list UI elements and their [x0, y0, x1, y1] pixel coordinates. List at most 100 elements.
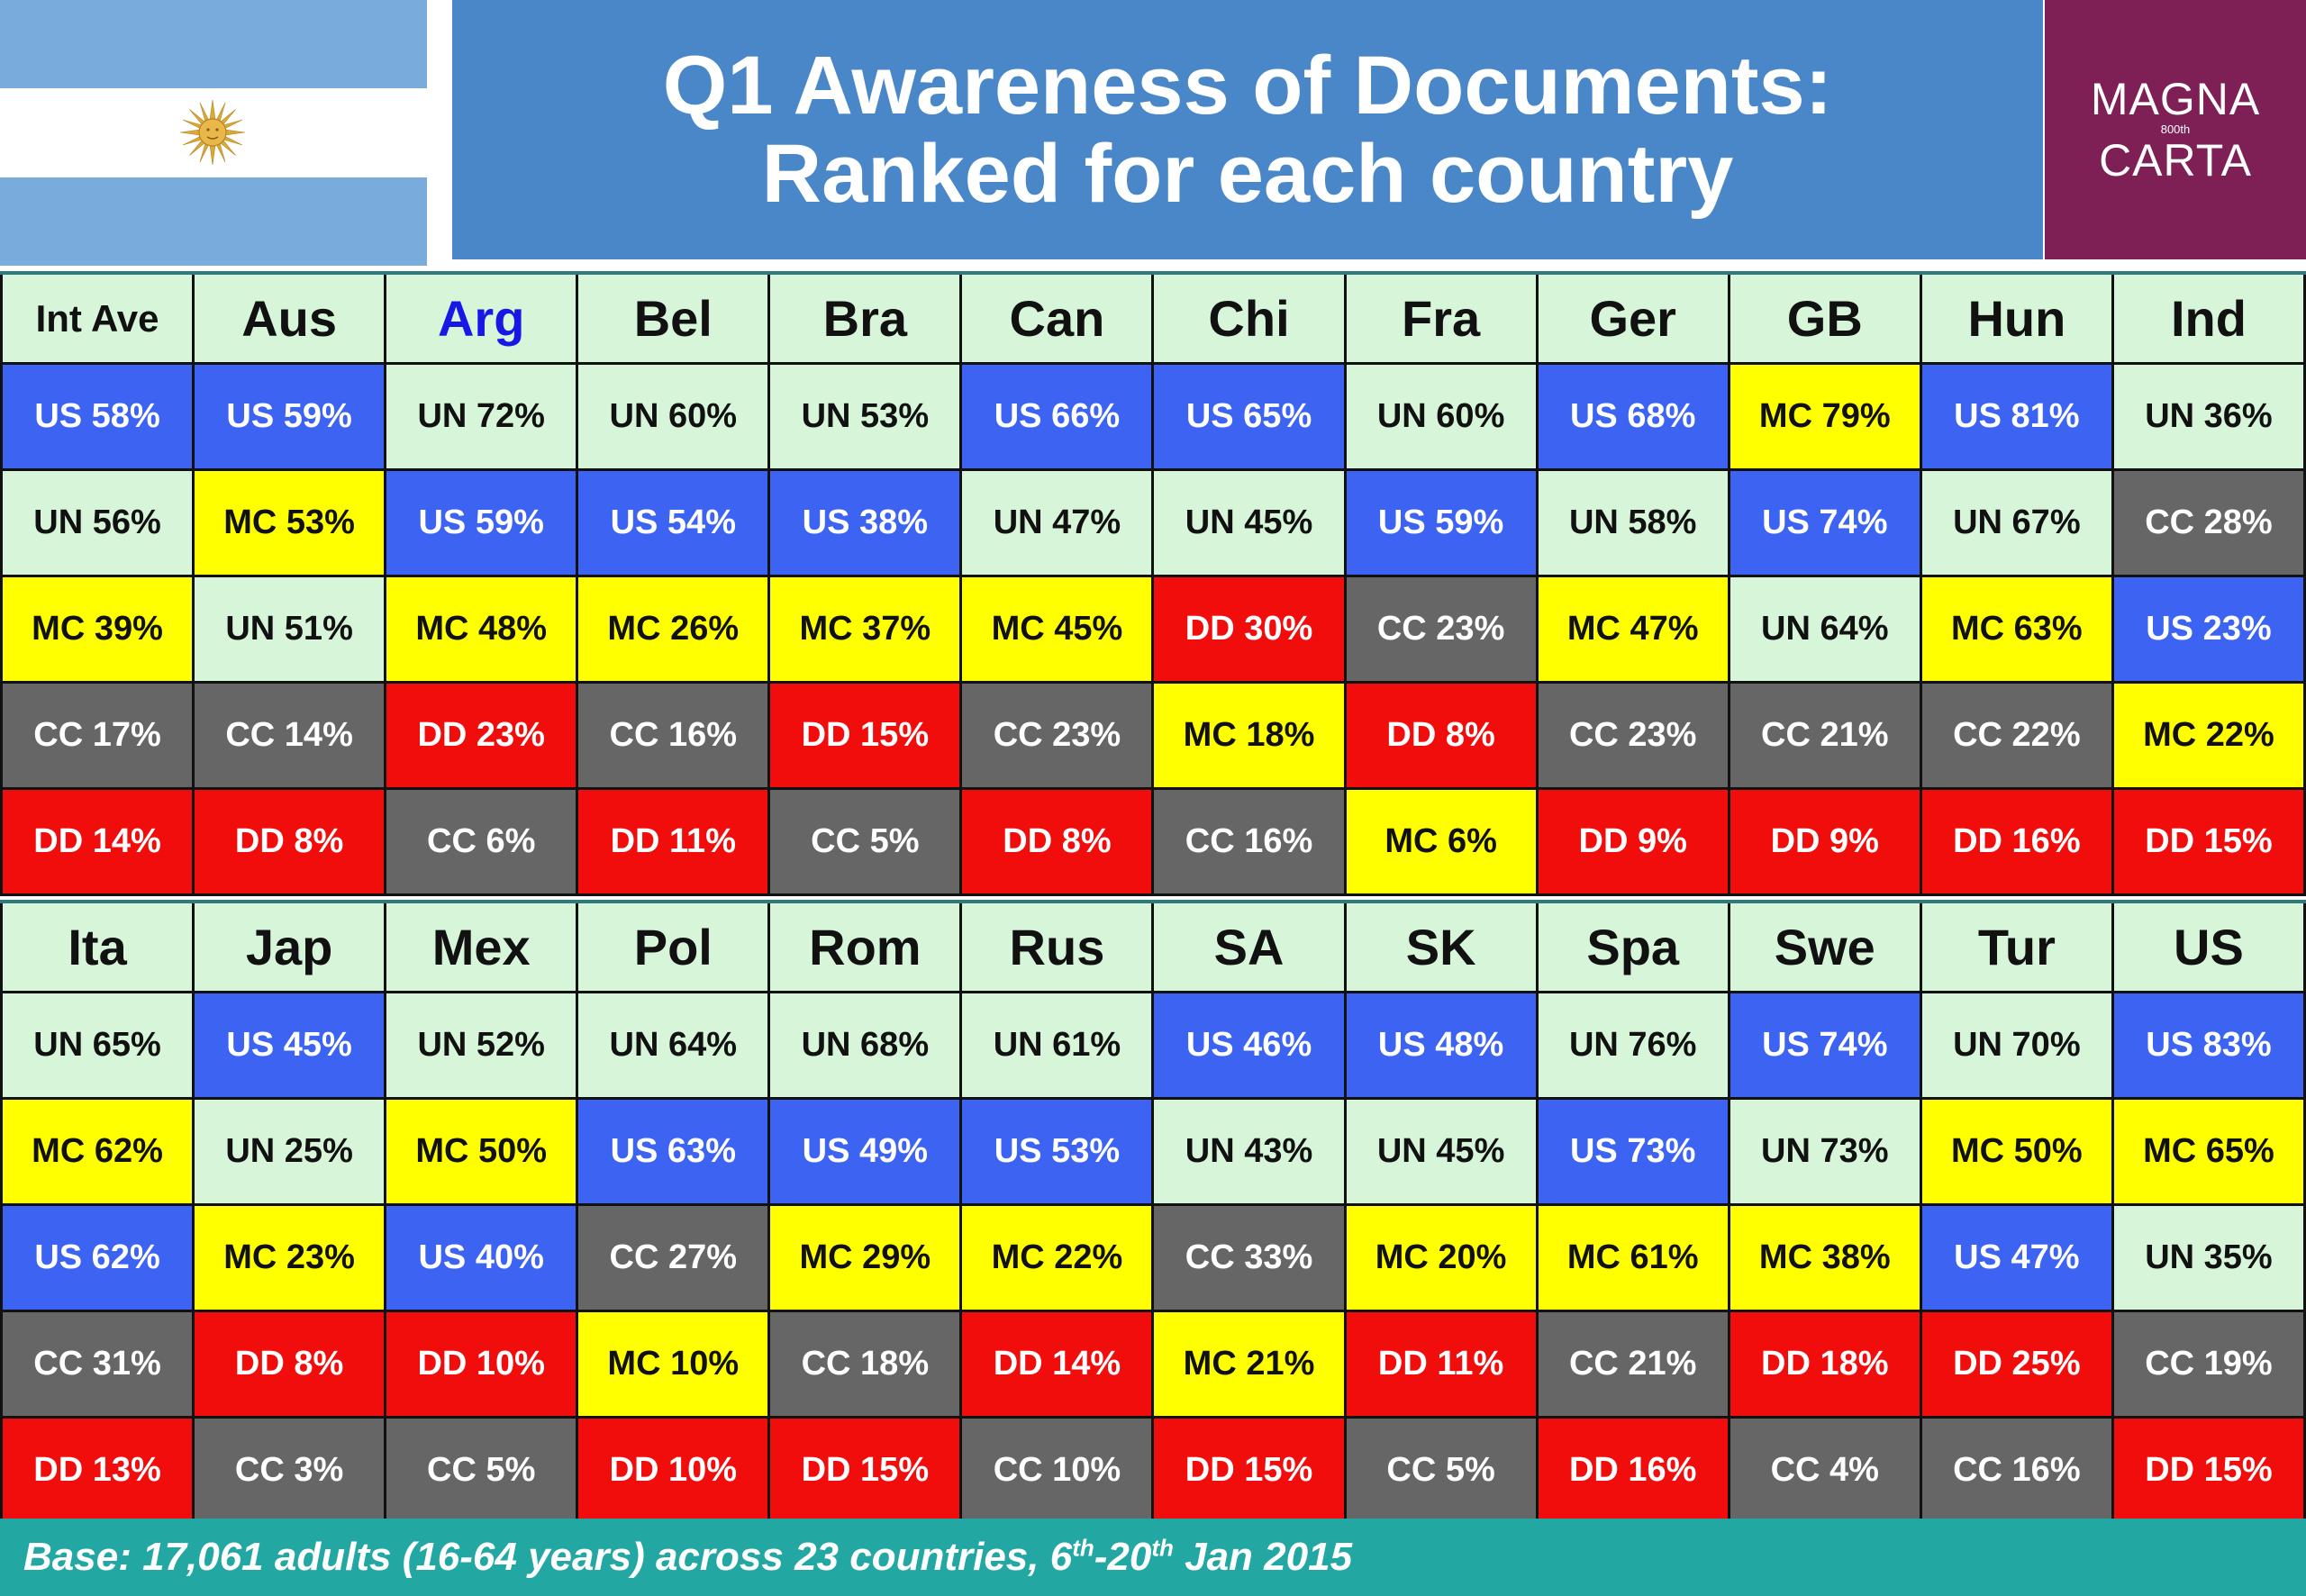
base-note: Base: 17,061 adults (16-64 years) across…: [0, 1535, 1352, 1580]
country-header: Bra: [770, 275, 960, 362]
rank-cell: DD 15%: [2113, 1419, 2303, 1522]
rank-cell: UN 60%: [1346, 365, 1536, 468]
country-header: Can: [962, 275, 1152, 362]
rank-cell: UN 64%: [1730, 577, 1920, 681]
page-title-line-1: Q1 Awareness of Documents:: [662, 40, 1833, 131]
title-banner: Q1 Awareness of Documents: Ranked for ea…: [452, 0, 2043, 259]
country-header: Rus: [962, 903, 1152, 991]
country-header: Rom: [770, 903, 960, 991]
country-header: Pol: [578, 903, 768, 991]
rank-cell: CC 33%: [1154, 1206, 1344, 1310]
rank-cell: DD 10%: [578, 1419, 768, 1522]
rank-cell: CC 31%: [3, 1312, 193, 1416]
country-header: Int Ave: [3, 275, 193, 362]
base-note-mid: -20: [1094, 1535, 1152, 1579]
rank-cell: UN 60%: [578, 365, 768, 468]
country-header: Chi: [1154, 275, 1344, 362]
rank-cell: CC 23%: [962, 684, 1152, 787]
rank-cell: DD 14%: [962, 1312, 1152, 1416]
rank-cell: CC 16%: [1921, 1419, 2111, 1522]
rank-cell: UN 51%: [195, 577, 385, 681]
rank-cell: CC 16%: [1154, 790, 1344, 893]
rank-cell: UN 64%: [578, 993, 768, 1097]
country-header: Mex: [386, 903, 576, 991]
logo-line-1: MAGNA: [2090, 74, 2261, 124]
rank-cell: DD 30%: [1154, 577, 1344, 681]
page-title-line-2: Ranked for each country: [761, 128, 1734, 220]
country-header: SK: [1346, 903, 1536, 991]
country-header: Tur: [1921, 903, 2111, 991]
rank-cell: US 58%: [3, 365, 193, 468]
rank-cell: DD 15%: [770, 1419, 960, 1522]
rank-cell: DD 11%: [1346, 1312, 1536, 1416]
magna-carta-logo: MAGNA 800th CARTA: [2045, 0, 2306, 259]
country-header: GB: [1730, 275, 1920, 362]
rank-cell: DD 10%: [386, 1312, 576, 1416]
rank-cell: MC 20%: [1346, 1206, 1536, 1310]
base-footer: Base: 17,061 adults (16-64 years) across…: [0, 1519, 2306, 1596]
rank-cell: CC 23%: [1346, 577, 1536, 681]
rank-cell: CC 27%: [578, 1206, 768, 1310]
rank-cell: UN 58%: [1538, 471, 1728, 575]
rank-cell: US 47%: [1921, 1206, 2111, 1310]
rank-cell: MC 62%: [3, 1100, 193, 1203]
country-header: Jap: [195, 903, 385, 991]
rank-cell: UN 53%: [770, 365, 960, 468]
rank-cell: DD 18%: [1730, 1312, 1920, 1416]
rank-cell: DD 14%: [3, 790, 193, 893]
rank-cell: UN 67%: [1921, 471, 2111, 575]
flag-stripe-top: [0, 0, 427, 88]
rank-cell: DD 15%: [770, 684, 960, 787]
rank-cell: US 45%: [195, 993, 385, 1097]
rank-cell: US 49%: [770, 1100, 960, 1203]
rank-cell: US 59%: [195, 365, 385, 468]
rank-cell: MC 29%: [770, 1206, 960, 1310]
rank-cell: UN 45%: [1154, 471, 1344, 575]
rank-cell: DD 13%: [3, 1419, 193, 1522]
rank-cell: US 23%: [2113, 577, 2303, 681]
rank-cell: US 54%: [578, 471, 768, 575]
rank-cell: US 65%: [1154, 365, 1344, 468]
rank-cell: CC 10%: [962, 1419, 1152, 1522]
country-header: Ita: [3, 903, 193, 991]
rank-cell: US 74%: [1730, 471, 1920, 575]
rank-cell: CC 5%: [1346, 1419, 1536, 1522]
country-header: Spa: [1538, 903, 1728, 991]
rank-cell: DD 11%: [578, 790, 768, 893]
rank-cell: CC 23%: [1538, 684, 1728, 787]
base-note-sup-2: th: [1151, 1534, 1174, 1562]
rank-cell: US 53%: [962, 1100, 1152, 1203]
rank-cell: UN 47%: [962, 471, 1152, 575]
rank-cell: MC 65%: [2113, 1100, 2303, 1203]
ranking-grid-2: Ita Jap Mex Pol Rom Rus SA SK Spa Swe Tur US UN 65% U…: [0, 903, 2306, 1525]
rank-cell: MC 50%: [386, 1100, 576, 1203]
country-header: Fra: [1346, 275, 1536, 362]
rank-cell: MC 21%: [1154, 1312, 1344, 1416]
country-header: Aus: [195, 275, 385, 362]
country-header: Ind: [2113, 275, 2303, 362]
country-header: SA: [1154, 903, 1344, 991]
rank-cell: CC 19%: [2113, 1312, 2303, 1416]
rank-cell: DD 9%: [1730, 790, 1920, 893]
rank-cell: MC 63%: [1921, 577, 2111, 681]
rank-cell: MC 50%: [1921, 1100, 2111, 1203]
rank-cell: DD 15%: [1154, 1419, 1344, 1522]
ranking-table-2: Ita Jap Mex Pol Rom Rus SA SK Spa Swe Tur US UN 65% U…: [0, 900, 2306, 1525]
rank-cell: MC 23%: [195, 1206, 385, 1310]
rank-cell: DD 15%: [2113, 790, 2303, 893]
rank-cell: MC 39%: [3, 577, 193, 681]
rank-cell: DD 25%: [1921, 1312, 2111, 1416]
rank-cell: CC 14%: [195, 684, 385, 787]
country-header: Arg: [386, 275, 576, 362]
rank-cell: US 38%: [770, 471, 960, 575]
ranking-grid-1: Int Ave Aus Arg Bel Bra Can Chi Fra Ger GB Hun Ind U…: [0, 275, 2306, 896]
rank-cell: CC 4%: [1730, 1419, 1920, 1522]
rank-cell: UN 76%: [1538, 993, 1728, 1097]
rank-cell: UN 68%: [770, 993, 960, 1097]
rank-cell: DD 8%: [1346, 684, 1536, 787]
rank-cell: CC 21%: [1730, 684, 1920, 787]
rank-cell: UN 56%: [3, 471, 193, 575]
rank-cell: MC 38%: [1730, 1206, 1920, 1310]
rank-cell: US 46%: [1154, 993, 1344, 1097]
rank-cell: CC 28%: [2113, 471, 2303, 575]
